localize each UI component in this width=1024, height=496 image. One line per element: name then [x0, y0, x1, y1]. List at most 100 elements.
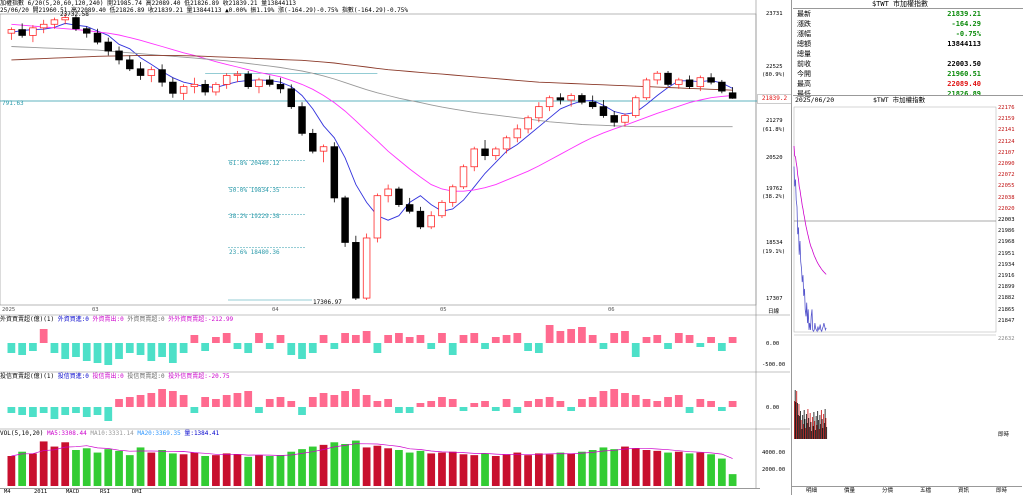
volume-legend-ma5: MA5:3308.44 [46, 430, 87, 437]
volume-bar [330, 442, 339, 486]
intraday-vol-bar [809, 413, 811, 439]
foreign-bar [502, 335, 511, 343]
foreign-y-tick: -500.00 [762, 362, 786, 368]
foreign-bar [190, 335, 199, 343]
volume-bar [298, 449, 306, 486]
bottom-date-axis: M4 2011 MACD RSI DMI [0, 488, 760, 496]
candle-body [384, 188, 392, 197]
foreign-bar [588, 335, 597, 343]
trust-bar [222, 395, 231, 407]
trust-bar [545, 397, 554, 407]
foreign-bar [93, 343, 102, 363]
intraday-vol-bar [813, 412, 815, 439]
trust-bar [29, 407, 37, 417]
trust-bar [491, 407, 500, 411]
volume-bar [491, 456, 500, 486]
candle-body [481, 148, 489, 157]
intraday-frame [793, 106, 997, 333]
foreign-bar [39, 329, 48, 343]
trust-panel-header: 投信買賣超(億)(1) 投信買進:0 投信賣出:0 投信買賣超:0 投外信買賣超… [0, 373, 230, 380]
candle-body [459, 166, 468, 188]
candle [309, 128, 317, 154]
volume-bar [255, 455, 263, 486]
intraday-vol-bar [794, 401, 795, 439]
volume-bar [502, 454, 511, 486]
candle-body [158, 69, 166, 83]
trust-bar [728, 401, 737, 407]
main-chart-area[interactable] [0, 0, 790, 495]
foreign-bar [513, 333, 522, 343]
foreign-bar [50, 343, 59, 353]
ma-line-ma60 [11, 46, 733, 128]
candle-body [255, 79, 263, 88]
trust-bar [82, 407, 91, 417]
y-tick: (80.9%) [762, 72, 786, 78]
candle-body [287, 88, 296, 108]
tab-price-volume[interactable]: 價量 [844, 488, 856, 494]
tab-info[interactable]: 資訊 [958, 488, 970, 494]
candle-body [330, 146, 339, 199]
volume-bar [265, 456, 274, 486]
ma-line-ma5 [11, 22, 733, 221]
candle [158, 64, 166, 87]
foreign-bar [319, 335, 328, 343]
trust-bar [717, 407, 726, 411]
foreign-bar [330, 343, 339, 349]
intraday-y-tick: 22141 [998, 127, 1015, 134]
trust-bar [395, 407, 403, 413]
volume-bar [545, 454, 554, 486]
candle [104, 37, 113, 56]
quote-value: 22003.50 [947, 60, 981, 68]
candle [395, 186, 403, 207]
candle [179, 84, 188, 100]
trust-bar [50, 407, 59, 419]
foreign-bar [481, 343, 489, 349]
intraday-vol-label: 22632 [998, 336, 1015, 342]
trust-bar [588, 397, 597, 407]
trust-bar [244, 391, 253, 407]
intraday-chart[interactable] [791, 103, 1024, 495]
candle-body [599, 106, 608, 116]
foreign-bar [265, 343, 274, 349]
trust-legend-ext: 投外信買賣超:-20.75 [168, 373, 230, 380]
trust-legend-sell: 投信賣出:0 [92, 373, 124, 380]
tab-five-levels[interactable]: 五檔 [920, 488, 932, 494]
candle-body [276, 83, 285, 90]
intraday-y-tick: 21934 [998, 261, 1015, 268]
volume-bar [373, 445, 382, 486]
candle-body [545, 97, 554, 108]
candle-body [61, 17, 69, 21]
volume-bar [556, 452, 565, 486]
candle-body [115, 50, 123, 61]
tab-realtime[interactable]: 即時 [996, 488, 1008, 494]
trust-bar [330, 395, 339, 407]
foreign-bar [578, 327, 586, 343]
intraday-vol-bar [794, 390, 796, 439]
volume-bar [29, 453, 37, 486]
candle [556, 93, 565, 105]
trust-bar [115, 399, 123, 407]
volume-bar [276, 455, 285, 486]
trust-bar [685, 407, 694, 413]
tab-detail[interactable]: 明細 [806, 488, 818, 494]
candle [18, 23, 26, 38]
volume-bar [50, 446, 59, 486]
foreign-bar [201, 343, 210, 351]
candle-body [29, 27, 37, 36]
intraday-vol-bar [810, 422, 812, 439]
volume-bar [61, 442, 70, 486]
trust-bar [502, 399, 511, 407]
trust-bar [255, 407, 263, 413]
foreign-bar [642, 337, 651, 343]
bottom-date: M4 [4, 489, 11, 495]
foreign-bar [29, 343, 37, 351]
candle [675, 77, 683, 89]
quote-key: 前收 [797, 60, 811, 68]
candle [319, 144, 328, 163]
current-price-tag: 21839.2 [757, 94, 792, 104]
trust-bar [72, 407, 80, 413]
intraday-y-tick: 22107 [998, 149, 1015, 156]
candle [265, 75, 274, 87]
trust-bar [287, 401, 296, 407]
tab-price-distribution[interactable]: 分價 [882, 488, 894, 494]
